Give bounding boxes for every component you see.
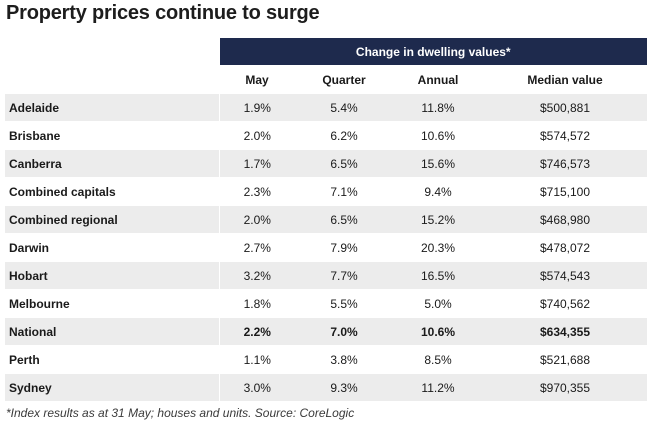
cell-may: 1.7% <box>219 149 295 178</box>
group-header-spacer <box>5 38 220 66</box>
page-title: Property prices continue to surge <box>6 2 320 24</box>
cell-quarter: 7.0% <box>295 317 393 346</box>
cell-quarter: 3.8% <box>295 345 393 374</box>
cell-may: 2.2% <box>219 317 295 346</box>
table-row: National 2.2% 7.0% 10.6% $634,355 <box>5 317 648 346</box>
cell-quarter: 9.3% <box>295 373 393 402</box>
table-row: Adelaide 1.9% 5.4% 11.8% $500,881 <box>5 93 648 122</box>
row-label: Hobart <box>5 261 220 290</box>
cell-may: 2.0% <box>219 121 295 150</box>
table-row: Darwin 2.7% 7.9% 20.3% $478,072 <box>5 233 648 262</box>
cell-annual: 5.0% <box>393 289 483 318</box>
footnote: *Index results as at 31 May; houses and … <box>6 406 355 420</box>
row-label: Adelaide <box>5 93 220 122</box>
column-header-annual: Annual <box>393 65 483 94</box>
table-row: Combined regional 2.0% 6.5% 15.2% $468,980 <box>5 205 648 234</box>
column-header-spacer <box>5 65 219 94</box>
cell-median-value: $468,980 <box>483 205 648 234</box>
cell-median-value: $521,688 <box>483 345 648 374</box>
cell-annual: 10.6% <box>393 317 483 346</box>
table-row: Brisbane 2.0% 6.2% 10.6% $574,572 <box>5 121 648 150</box>
row-label: Melbourne <box>5 289 220 318</box>
column-header-may: May <box>219 65 295 94</box>
dwelling-values-table-wrap: Change in dwelling values* May Quarter A… <box>5 38 648 402</box>
cell-quarter: 6.5% <box>295 149 393 178</box>
row-label: Combined capitals <box>5 177 220 206</box>
cell-median-value: $500,881 <box>483 93 648 122</box>
cell-annual: 15.2% <box>393 205 483 234</box>
cell-median-value: $740,562 <box>483 289 648 318</box>
group-header-row: Change in dwelling values* <box>5 38 648 66</box>
cell-may: 2.7% <box>219 233 295 262</box>
cell-may: 3.2% <box>219 261 295 290</box>
cell-median-value: $746,573 <box>483 149 648 178</box>
row-label: Canberra <box>5 149 220 178</box>
row-label: Perth <box>5 345 220 374</box>
table-body: Adelaide 1.9% 5.4% 11.8% $500,881 Brisbane 2.0… <box>5 93 648 402</box>
cell-may: 2.0% <box>219 205 295 234</box>
cell-quarter: 7.7% <box>295 261 393 290</box>
cell-quarter: 5.4% <box>295 93 393 122</box>
cell-annual: 10.6% <box>393 121 483 150</box>
cell-annual: 9.4% <box>393 177 483 206</box>
cell-may: 1.8% <box>219 289 295 318</box>
cell-annual: 15.6% <box>393 149 483 178</box>
cell-median-value: $634,355 <box>483 317 648 346</box>
cell-median-value: $478,072 <box>483 233 648 262</box>
cell-quarter: 7.9% <box>295 233 393 262</box>
table-row: Canberra 1.7% 6.5% 15.6% $746,573 <box>5 149 648 178</box>
column-header-quarter: Quarter <box>295 65 393 94</box>
row-label: Brisbane <box>5 121 220 150</box>
table-row: Perth 1.1% 3.8% 8.5% $521,688 <box>5 345 648 374</box>
row-label: National <box>5 317 220 346</box>
row-label: Combined regional <box>5 205 220 234</box>
cell-annual: 16.5% <box>393 261 483 290</box>
cell-annual: 11.2% <box>393 373 483 402</box>
row-label: Sydney <box>5 373 220 402</box>
cell-quarter: 7.1% <box>295 177 393 206</box>
table-row: Combined capitals 2.3% 7.1% 9.4% $715,100 <box>5 177 648 206</box>
table-row: Melbourne 1.8% 5.5% 5.0% $740,562 <box>5 289 648 318</box>
table-row: Sydney 3.0% 9.3% 11.2% $970,355 <box>5 373 648 402</box>
cell-median-value: $715,100 <box>483 177 648 206</box>
cell-annual: 11.8% <box>393 93 483 122</box>
cell-may: 1.9% <box>219 93 295 122</box>
column-header-row: May Quarter Annual Median value <box>5 65 648 94</box>
cell-annual: 20.3% <box>393 233 483 262</box>
cell-median-value: $970,355 <box>483 373 648 402</box>
table-row: Hobart 3.2% 7.7% 16.5% $574,543 <box>5 261 648 290</box>
cell-may: 3.0% <box>219 373 295 402</box>
cell-may: 1.1% <box>219 345 295 374</box>
cell-quarter: 5.5% <box>295 289 393 318</box>
cell-annual: 8.5% <box>393 345 483 374</box>
cell-median-value: $574,572 <box>483 121 648 150</box>
cell-median-value: $574,543 <box>483 261 648 290</box>
cell-may: 2.3% <box>219 177 295 206</box>
group-header-label: Change in dwelling values* <box>219 38 648 66</box>
cell-quarter: 6.5% <box>295 205 393 234</box>
dwelling-values-table: Change in dwelling values* May Quarter A… <box>5 38 648 402</box>
row-label: Darwin <box>5 233 220 262</box>
cell-quarter: 6.2% <box>295 121 393 150</box>
column-header-median-value: Median value <box>483 65 648 94</box>
